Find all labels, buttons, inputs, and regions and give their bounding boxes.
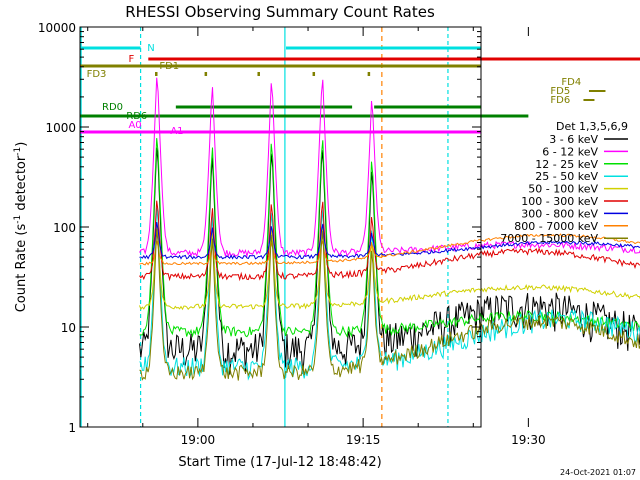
flag-tick-mark [257,72,260,76]
y-tick-label: 1 [68,421,76,435]
series-line [139,138,640,339]
flag-tick-mark [312,72,316,76]
y-axis-label-part: -1 [13,147,23,156]
legend-entry-label: 800 - 7000 keV [514,220,598,233]
series-line [139,207,640,381]
legend-entry-label: 100 - 300 keV [521,195,598,208]
flag-bars: NFSFD1FD3FD4FD5FD6RD0RD6A0A1 [80,27,640,427]
flag-label-fd3: FD3 [87,69,107,80]
legend-entry-label: 7000 - 15000 keV [500,232,598,245]
legend-entry-label: 300 - 800 keV [521,207,598,220]
flag-label-fd6: FD6 [550,95,570,106]
data-curves [139,77,640,381]
y-tick-label: 1000 [45,121,76,135]
series-line [139,229,640,381]
flag-tick-mark [155,72,158,76]
flag-label-fd4: FD4 [561,77,581,88]
flag-label-a1: A1 [170,126,183,137]
x-tick-label: 19:30 [511,433,546,447]
flag-label-a0: A0 [128,120,141,131]
y-tick-label: 100 [53,221,76,235]
series-line [139,200,640,282]
y-axis-label-part: ) [14,142,29,147]
legend-title: Det 1,3,5,6,9 [556,120,628,133]
legend-entry-label: 25 - 50 keV [535,170,598,183]
series-line [139,233,640,266]
flag-tick-mark [367,72,371,76]
flag-label-fd1: FD1 [159,61,179,72]
x-axis-label: Start Time (17-Jul-12 18:48:42) [178,455,381,470]
legend-entry-label: 50 - 100 keV [528,183,598,196]
flag-label-fd5: FD5 [550,86,570,97]
footer-date: 24-Oct-2021 01:07 [560,468,636,477]
chart-title: RHESSI Observing Summary Count Rates [125,3,435,21]
flag-label-rd6: RD6 [126,111,147,122]
flag-tick-mark [204,72,208,76]
series-line [139,222,640,260]
legend-entry-label: 6 - 12 keV [542,145,598,158]
flag-label-rd0: RD0 [102,102,123,113]
x-tick-label: 19:00 [181,433,216,447]
legend-entry-label: 3 - 6 keV [549,133,598,146]
y-tick-label: 10 [61,321,76,335]
x-tick-label: 19:15 [346,433,381,447]
y-axis-label-part: -1 [13,215,23,224]
y-tick-label: 10000 [38,21,76,35]
y-axis-label: Count Rate (s-1 detector-1) [13,142,29,313]
axes: 19:0019:1519:3019:4520:0020:151101001000… [38,21,546,447]
legend-entry-label: 12 - 25 keV [535,158,598,171]
flag-label-n: N [147,43,154,54]
y-axis-label-part: detector [14,155,29,215]
flag-label-f: F [128,54,134,65]
series-line [139,223,640,311]
y-axis-label-part: Count Rate (s [14,224,29,313]
